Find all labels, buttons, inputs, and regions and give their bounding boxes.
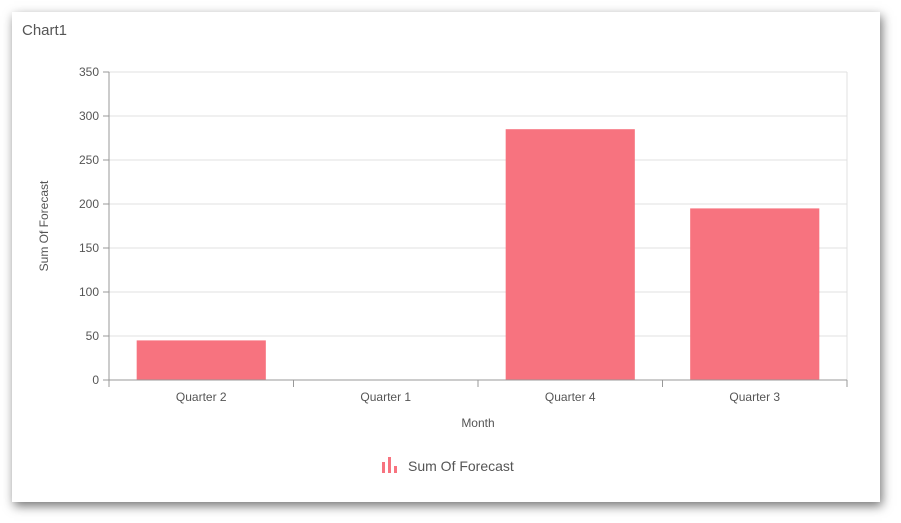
bar-chart-icon	[382, 457, 397, 473]
axes	[103, 71, 848, 387]
y-tick-label: 300	[79, 109, 99, 123]
y-tick-label: 50	[86, 329, 100, 343]
chart-panel-title: Chart1	[22, 22, 68, 39]
x-axis-title: Month	[461, 416, 494, 430]
x-tick-label: Quarter 2	[176, 390, 227, 404]
y-tick-label: 100	[79, 285, 99, 299]
bar[interactable]	[136, 340, 266, 380]
tick-labels: 0 50 100 150 200 250 300 350 Quarter 2 Quarter 1 Q…	[79, 65, 780, 404]
y-tick-label: 350	[79, 65, 99, 79]
y-tick-label: 200	[79, 197, 99, 211]
x-tick-label: Quarter 4	[545, 390, 596, 404]
y-tick-label: 0	[92, 373, 99, 387]
legend[interactable]: Sum Of Forecast	[382, 457, 514, 474]
bar[interactable]	[690, 208, 820, 380]
y-tick-label: 250	[79, 153, 99, 167]
x-tick-label: Quarter 1	[360, 390, 411, 404]
y-axis-title: Sum Of Forecast	[37, 180, 51, 271]
bars	[136, 129, 820, 380]
y-tick-label: 150	[79, 241, 99, 255]
legend-label: Sum Of Forecast	[408, 458, 514, 474]
x-tick-label: Quarter 3	[729, 390, 780, 404]
bar[interactable]	[505, 129, 635, 380]
